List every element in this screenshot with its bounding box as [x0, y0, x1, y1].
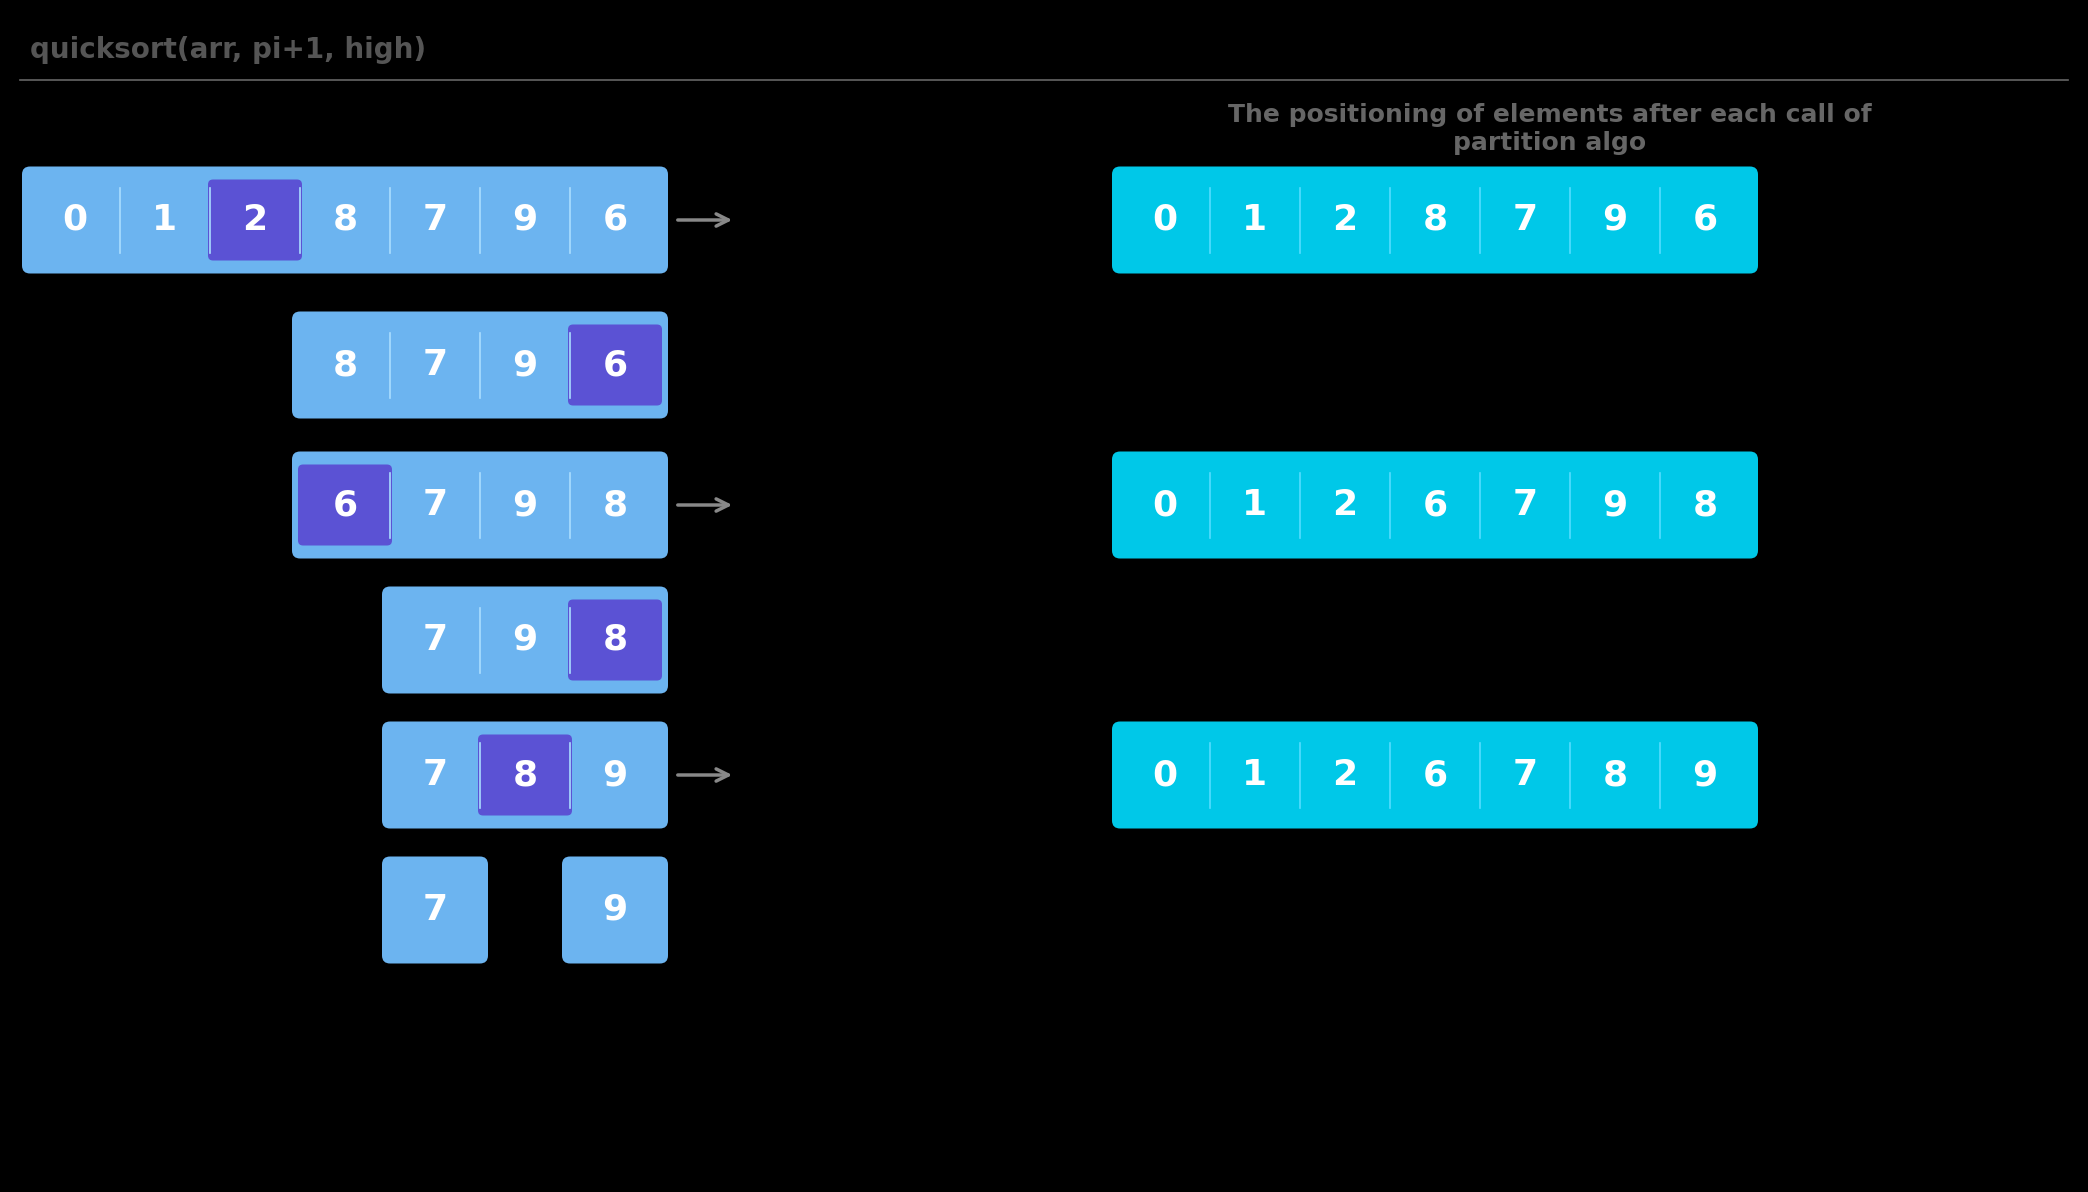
Text: 2: 2 — [1332, 758, 1357, 791]
Text: 6: 6 — [332, 488, 357, 522]
Text: 8: 8 — [1422, 203, 1447, 237]
Text: quicksort(arr, pi+1, high): quicksort(arr, pi+1, high) — [29, 36, 426, 64]
Text: 9: 9 — [1601, 203, 1629, 237]
FancyBboxPatch shape — [292, 452, 668, 559]
Text: 8: 8 — [1601, 758, 1627, 791]
Text: 1: 1 — [1242, 488, 1267, 522]
Text: 9: 9 — [512, 348, 537, 381]
Text: 6: 6 — [1422, 758, 1447, 791]
Text: 6: 6 — [1693, 203, 1718, 237]
Text: 9: 9 — [1601, 488, 1629, 522]
Text: 8: 8 — [332, 348, 357, 381]
Text: The positioning of elements after each call of: The positioning of elements after each c… — [1228, 103, 1871, 128]
Text: 9: 9 — [512, 203, 537, 237]
Text: 2: 2 — [1332, 488, 1357, 522]
Text: 1: 1 — [1242, 203, 1267, 237]
Text: 6: 6 — [1422, 488, 1447, 522]
FancyBboxPatch shape — [568, 600, 662, 681]
FancyBboxPatch shape — [1113, 167, 1758, 273]
Text: 8: 8 — [332, 203, 357, 237]
Text: 7: 7 — [422, 203, 447, 237]
Text: 7: 7 — [1512, 758, 1537, 791]
FancyBboxPatch shape — [1113, 721, 1758, 828]
FancyBboxPatch shape — [292, 311, 668, 418]
FancyBboxPatch shape — [209, 180, 303, 261]
Text: 1: 1 — [152, 203, 177, 237]
Text: 0: 0 — [1153, 758, 1178, 791]
Text: 9: 9 — [512, 488, 537, 522]
Text: 9: 9 — [601, 893, 628, 927]
Text: 6: 6 — [603, 348, 628, 381]
Text: 7: 7 — [422, 623, 447, 657]
Text: 0: 0 — [1153, 203, 1178, 237]
Text: partition algo: partition algo — [1453, 131, 1647, 155]
Text: 6: 6 — [603, 203, 628, 237]
FancyBboxPatch shape — [1113, 452, 1758, 559]
Text: 8: 8 — [603, 488, 628, 522]
Text: 7: 7 — [1512, 488, 1537, 522]
Text: 8: 8 — [512, 758, 537, 791]
FancyBboxPatch shape — [568, 324, 662, 405]
Text: 7: 7 — [422, 758, 447, 791]
Text: 8: 8 — [603, 623, 628, 657]
FancyBboxPatch shape — [382, 857, 489, 963]
Text: 0: 0 — [63, 203, 88, 237]
Text: 7: 7 — [422, 893, 447, 927]
FancyBboxPatch shape — [478, 734, 572, 815]
FancyBboxPatch shape — [299, 465, 393, 546]
Text: 7: 7 — [1512, 203, 1537, 237]
Text: 0: 0 — [1153, 488, 1178, 522]
Text: 9: 9 — [601, 758, 628, 791]
FancyBboxPatch shape — [382, 586, 668, 694]
Text: 7: 7 — [422, 348, 447, 381]
Text: 9: 9 — [1693, 758, 1718, 791]
Text: 7: 7 — [422, 488, 447, 522]
Text: 2: 2 — [1332, 203, 1357, 237]
FancyBboxPatch shape — [562, 857, 668, 963]
Text: 8: 8 — [1693, 488, 1718, 522]
Text: 1: 1 — [1242, 758, 1267, 791]
Text: 9: 9 — [512, 623, 537, 657]
FancyBboxPatch shape — [23, 167, 668, 273]
Text: 2: 2 — [242, 203, 267, 237]
FancyBboxPatch shape — [382, 721, 668, 828]
